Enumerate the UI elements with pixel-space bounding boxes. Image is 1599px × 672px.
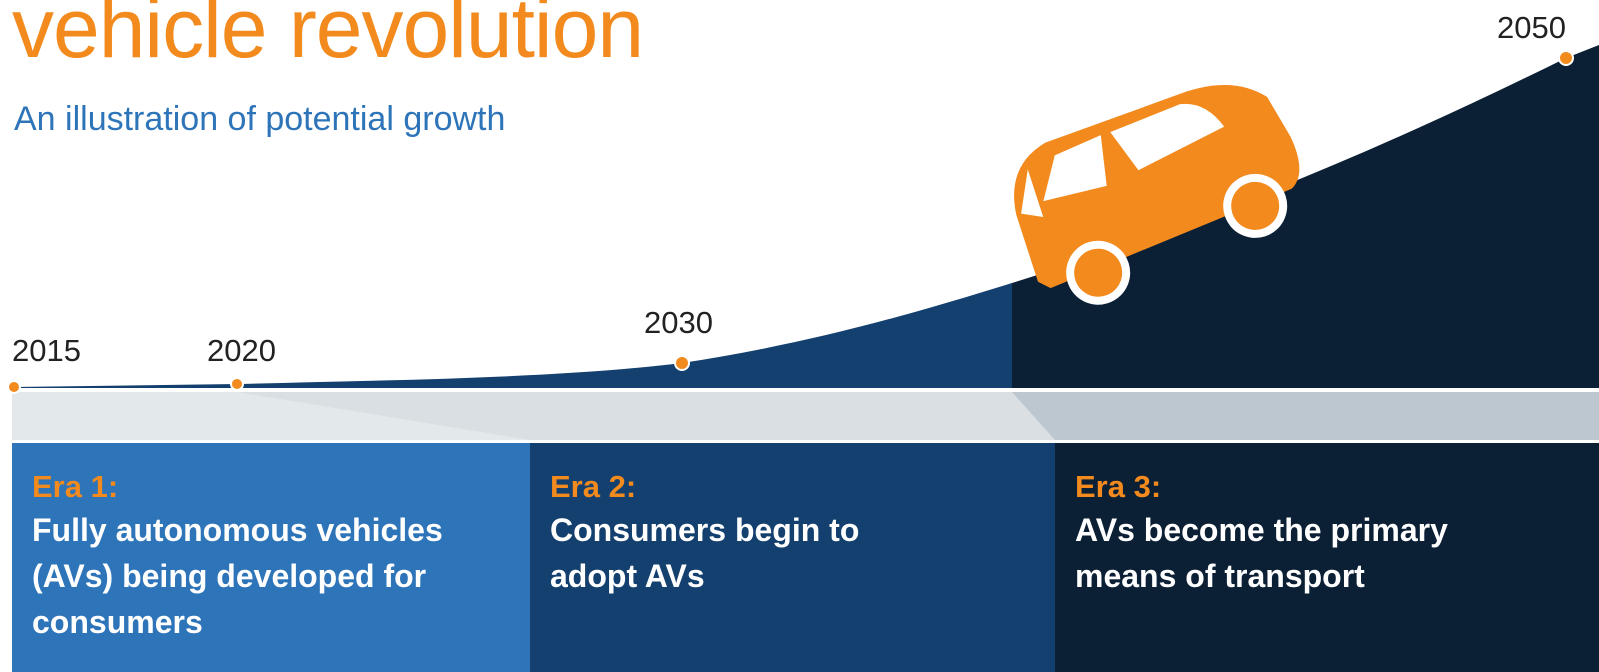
band-shade <box>12 392 530 440</box>
era-label: Era 3: <box>1075 469 1162 504</box>
era-text: Consumers begin to adopt AVs <box>550 512 860 594</box>
growth-area <box>1012 45 1599 388</box>
band-shade <box>1012 392 1599 440</box>
growth-area <box>14 283 1012 388</box>
era-label: Era 2: <box>550 469 637 504</box>
era-text: Fully autonomous vehicles (AVs) being de… <box>32 512 443 640</box>
era-text: AVs become the primary means of transpor… <box>1075 512 1448 594</box>
era-box: Era 1: Fully autonomous vehicles (AVs) b… <box>12 443 530 672</box>
title: vehicle revolution <box>12 0 644 75</box>
era-box: Era 3: AVs become the primary means of t… <box>1055 443 1599 672</box>
era-label: Era 1: <box>32 469 119 504</box>
year-dot <box>674 355 690 371</box>
year-label: 2050 <box>1497 10 1566 45</box>
year-dot <box>1558 50 1574 66</box>
subtitle: An illustration of potential growth <box>14 100 506 138</box>
year-label: 2030 <box>644 305 713 340</box>
year-dot <box>7 380 21 394</box>
year-dot <box>230 377 244 391</box>
year-label: 2020 <box>207 333 276 368</box>
era-box: Era 2: Consumers begin to adopt AVs <box>530 443 1055 672</box>
year-label: 2015 <box>12 333 81 368</box>
divider <box>0 388 1599 392</box>
car-icon <box>1014 84 1300 305</box>
